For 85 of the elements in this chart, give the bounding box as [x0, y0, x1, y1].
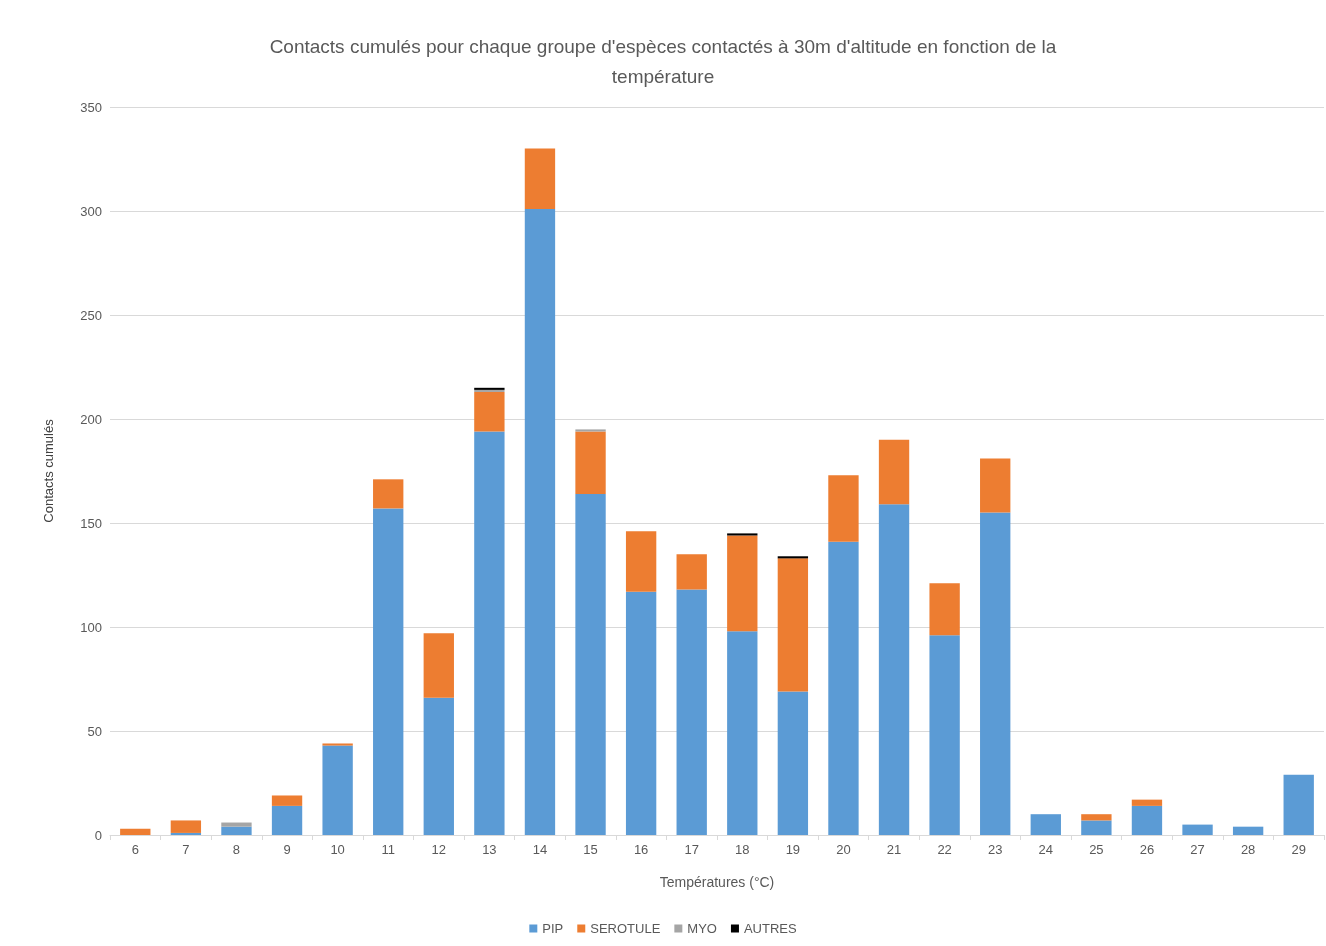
bar — [929, 635, 960, 835]
x-tick-label: 19 — [785, 842, 801, 857]
chart-title: Contacts cumulés pour chaque groupe d'espèces contactés à 30m d'altitude en fonction de la température — [269, 35, 1057, 87]
bar — [625, 591, 657, 835]
x-tick-label: 22 — [937, 842, 952, 857]
bar — [575, 429, 606, 432]
y-tick-label: 0 — [94, 827, 102, 843]
x-tick-label: 27 — [1190, 842, 1205, 857]
bar — [828, 475, 859, 542]
legend-label: AUTRES — [743, 921, 798, 936]
bar — [878, 504, 910, 835]
x-tick-label: 25 — [1089, 842, 1104, 857]
x-axis-title: Températures (°C) — [659, 874, 775, 890]
x-tick-label: 26 — [1139, 842, 1155, 857]
x-tick-label: 15 — [583, 842, 598, 857]
y-tick-label: 350 — [80, 99, 102, 115]
x-tick-label: 14 — [532, 842, 548, 857]
bar — [575, 493, 606, 835]
bar — [828, 541, 859, 835]
bar — [170, 832, 202, 835]
bar — [676, 589, 707, 835]
x-tick-label: 11 — [381, 842, 395, 857]
x-tick-label: 13 — [482, 842, 497, 857]
bar — [980, 458, 1011, 513]
bar — [1131, 805, 1163, 835]
bar — [170, 820, 202, 833]
bar — [423, 697, 454, 835]
y-tick-label: 300 — [80, 203, 102, 219]
bar — [373, 479, 404, 509]
bar — [474, 431, 505, 835]
x-tick-label: 6 — [131, 842, 139, 857]
bar — [221, 822, 252, 827]
x-tick-label: 8 — [232, 842, 241, 857]
bar — [727, 535, 758, 632]
x-tick-label: 29 — [1291, 842, 1306, 857]
bar — [777, 691, 809, 835]
bar — [878, 439, 910, 505]
bar — [1232, 826, 1264, 835]
x-tick-label: 7 — [182, 842, 190, 857]
bar — [271, 805, 303, 835]
x-tick-label: 17 — [684, 842, 699, 857]
y-axis-title: Contacts cumulés — [41, 418, 56, 523]
bar — [1283, 774, 1314, 835]
bar — [777, 556, 809, 559]
bar — [524, 208, 556, 835]
x-tick-label: 12 — [431, 842, 447, 857]
bar — [676, 554, 707, 590]
bar — [1081, 820, 1112, 835]
y-tick-label: 100 — [80, 619, 102, 635]
legend-label: PIP — [542, 921, 564, 936]
bar — [322, 743, 353, 746]
bar — [423, 633, 454, 698]
x-tick-label: 18 — [735, 842, 750, 857]
y-tick-label: 200 — [80, 411, 102, 427]
bar — [322, 745, 353, 835]
bar — [727, 533, 758, 536]
y-tick-label: 150 — [80, 515, 102, 531]
bar — [980, 512, 1011, 835]
bar — [1081, 814, 1112, 821]
bar — [727, 631, 758, 835]
x-tick-label: 23 — [987, 842, 1003, 857]
legend-label: MYO — [687, 921, 717, 936]
legend-label: SEROTULE — [590, 921, 661, 936]
x-tick-label: 10 — [330, 842, 345, 857]
bar — [1030, 814, 1061, 835]
bar — [1131, 799, 1163, 806]
y-tick-label: 250 — [80, 307, 102, 323]
x-tick-label: 9 — [283, 842, 291, 857]
bar — [575, 431, 606, 494]
bar — [777, 558, 809, 692]
bar — [1182, 824, 1213, 835]
bar — [221, 826, 252, 835]
x-tick-label: 28 — [1240, 842, 1256, 857]
x-tick-label: 16 — [633, 842, 649, 857]
x-tick-label: 21 — [886, 842, 902, 857]
bar — [474, 391, 505, 432]
bar — [524, 148, 556, 209]
bar — [271, 795, 303, 806]
bar — [625, 531, 657, 592]
x-tick-label: 20 — [836, 842, 851, 857]
bar — [120, 828, 151, 835]
y-tick-label: 50 — [87, 723, 102, 739]
bar — [373, 508, 404, 835]
x-tick-label: 24 — [1038, 842, 1054, 857]
bar — [929, 583, 960, 636]
